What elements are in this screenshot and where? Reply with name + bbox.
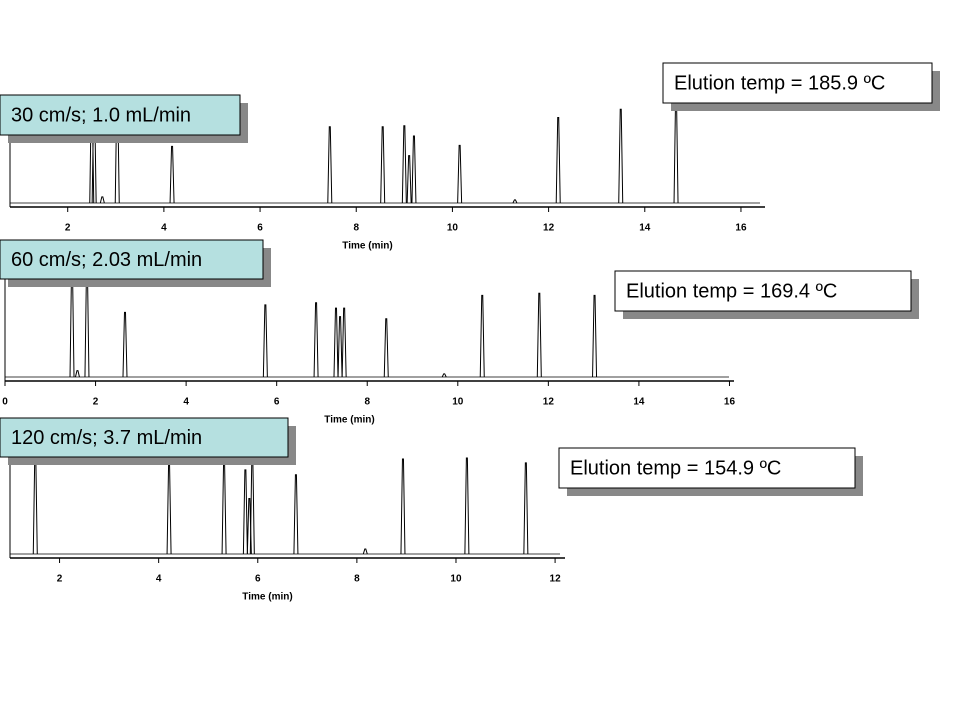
elution-temp: Elution temp = 185.9 ºC [674, 72, 885, 94]
x-axis-label: Time (min) [324, 415, 374, 426]
peak [618, 108, 624, 204]
peak [313, 302, 319, 378]
x-tick-label: 2 [65, 223, 71, 234]
peak [512, 199, 518, 204]
x-tick-label: 2 [93, 397, 99, 408]
x-tick-label: 16 [735, 223, 747, 234]
x-tick-label: 16 [724, 397, 736, 408]
x-tick-label: 8 [364, 397, 370, 408]
peak [523, 462, 529, 555]
box [614, 270, 912, 312]
x-tick-label: 10 [452, 397, 464, 408]
peak [411, 135, 417, 204]
peak [457, 144, 463, 204]
peak [293, 474, 299, 555]
peak [555, 117, 561, 204]
peak [673, 99, 679, 204]
peak [536, 292, 542, 378]
box [558, 447, 856, 489]
x-tick-label: 4 [183, 397, 189, 408]
condition-label: 30 cm/s; 1.0 mL/min [11, 104, 191, 126]
box [0, 94, 241, 136]
peak [74, 370, 80, 378]
peak [464, 457, 470, 555]
peak [406, 155, 412, 204]
peak [166, 464, 172, 555]
x-tick-label: 12 [543, 223, 555, 234]
box [0, 417, 289, 458]
peak [341, 307, 347, 378]
x-tick-label: 2 [57, 574, 63, 585]
elution-temp: Elution temp = 169.4 ºC [626, 280, 837, 302]
x-tick-label: 12 [543, 397, 555, 408]
x-tick-label: 12 [550, 574, 562, 585]
peak [262, 304, 268, 378]
peak [99, 196, 105, 204]
elution-temp: Elution temp = 154.9 ºC [570, 457, 781, 479]
peak [337, 316, 343, 378]
peak [327, 126, 333, 204]
peak [362, 548, 368, 555]
peak [441, 373, 447, 378]
x-tick-label: 14 [639, 223, 651, 234]
x-tick-label: 14 [633, 397, 645, 408]
peak [242, 469, 248, 555]
peak [169, 145, 175, 204]
condition-label: 60 cm/s; 2.03 mL/min [11, 249, 202, 271]
x-tick-label: 6 [274, 397, 280, 408]
peak [249, 457, 255, 555]
x-tick-label: 8 [353, 223, 359, 234]
x-tick-label: 4 [161, 223, 167, 234]
peak [592, 294, 598, 378]
peak [400, 458, 406, 555]
x-tick-label: 10 [447, 223, 459, 234]
x-tick-label: 0 [2, 397, 8, 408]
peak [122, 311, 128, 378]
x-axis-label: Time (min) [342, 241, 392, 252]
x-tick-label: 8 [354, 574, 360, 585]
box [0, 239, 264, 280]
box [662, 62, 933, 104]
peak [333, 307, 339, 378]
peak [221, 461, 227, 555]
peak [383, 318, 389, 378]
peak [479, 294, 485, 378]
x-axis-label: Time (min) [242, 592, 292, 603]
peak [401, 125, 407, 204]
peak [32, 454, 38, 555]
peak [380, 126, 386, 204]
x-tick-label: 10 [450, 574, 462, 585]
x-tick-label: 6 [257, 223, 263, 234]
x-tick-label: 4 [156, 574, 162, 585]
x-tick-label: 6 [255, 574, 261, 585]
condition-label: 120 cm/s; 3.7 mL/min [11, 427, 202, 449]
